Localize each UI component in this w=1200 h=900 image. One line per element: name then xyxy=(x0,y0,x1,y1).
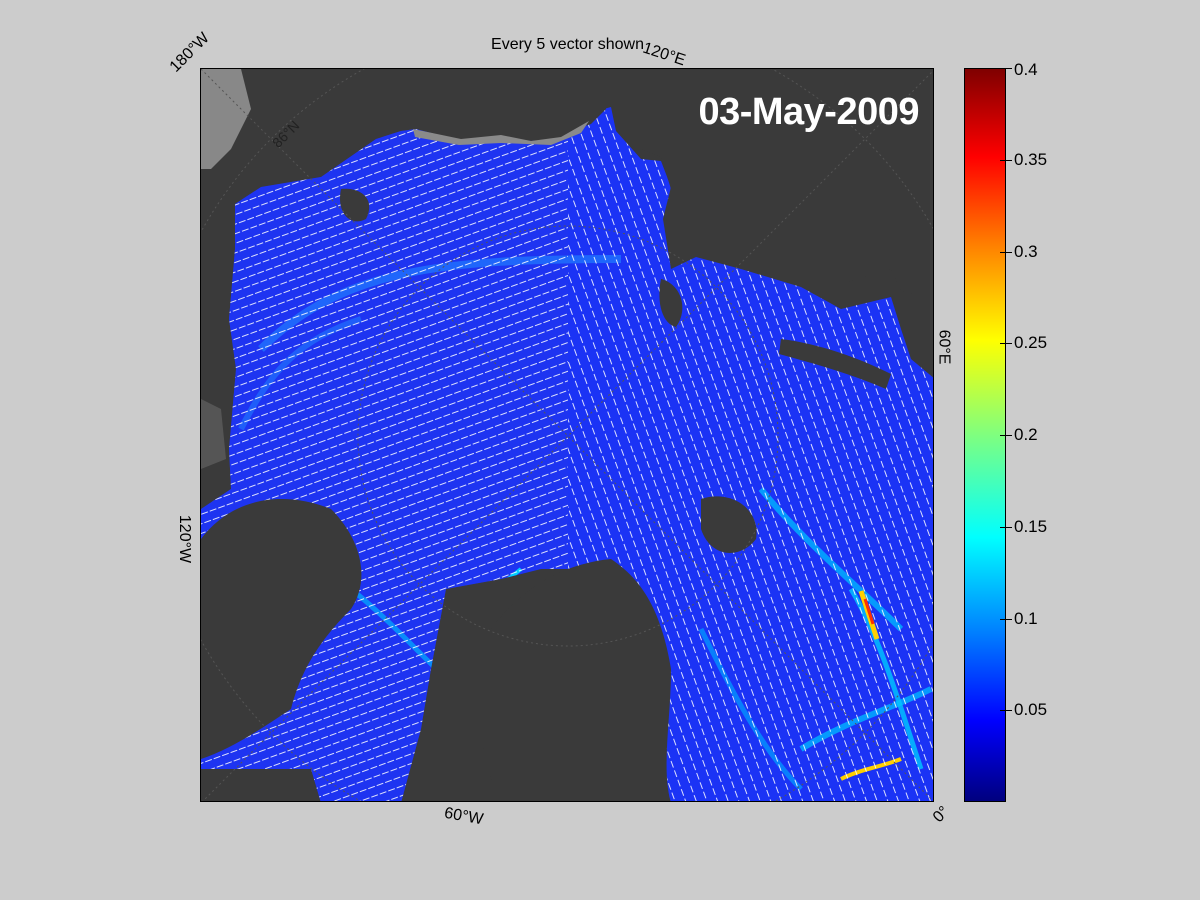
colorbar-tick-mark-inner xyxy=(1000,710,1006,712)
novaya-zemlya-landmass xyxy=(779,339,891,389)
colorbar-tick-label: 0.1 xyxy=(1014,608,1038,628)
colorbar-tick-mark-inner xyxy=(1000,343,1006,345)
land-margin-patch xyxy=(201,69,251,169)
colorbar-tick-label: 0.3 xyxy=(1014,241,1038,261)
colorbar-tick-mark xyxy=(1006,526,1012,528)
colorbar-tick-mark-inner xyxy=(1000,435,1006,436)
franz-josef-land-landmass xyxy=(659,279,683,327)
colorbar-tick-mark xyxy=(1006,618,1012,620)
land-margin-patch xyxy=(201,399,226,469)
siberian-coast-landmass xyxy=(411,69,611,139)
colorbar-tick-mark-inner xyxy=(1000,251,1006,253)
colorbar-tick-mark xyxy=(1006,251,1012,253)
colorbar-tick-mark-inner xyxy=(1000,159,1006,161)
colorbar-tick-label: 0.35 xyxy=(1014,149,1048,169)
coastal-strip xyxy=(413,121,589,145)
colorbar-tick-mark-inner xyxy=(1000,526,1006,528)
colorbar-tick-mark xyxy=(1006,710,1012,712)
svalbard-landmass xyxy=(701,496,757,553)
colorbar-tick-mark xyxy=(1006,68,1012,69)
colorbar-tick-label: 0.4 xyxy=(1014,60,1038,79)
lon-label-right: 60°E xyxy=(935,329,953,365)
colorbar-tick-mark xyxy=(1006,435,1012,436)
colorbar-tick-mark xyxy=(1006,343,1012,345)
colorbar xyxy=(964,68,1006,802)
figure-title: Every 5 vector shown xyxy=(491,36,644,53)
colorbar-tick-label: 0.15 xyxy=(1014,516,1048,536)
greenland-landmass xyxy=(480,559,671,801)
colorbar-tick-mark-inner xyxy=(1000,68,1006,69)
wrangel-island-landmass xyxy=(340,188,370,222)
colorbar-tick-label: 0.25 xyxy=(1014,333,1048,353)
colorbar-tick-mark-inner xyxy=(1000,618,1006,620)
sea-ice-map: 03-May-2009 xyxy=(200,68,934,802)
map-canvas xyxy=(201,69,933,801)
colorbar-tick-label: 0.05 xyxy=(1014,700,1048,720)
graticule xyxy=(201,69,933,801)
lon-label-bottom-right: 0° xyxy=(929,803,953,827)
lon-label-left: 120°W xyxy=(176,514,194,564)
ice-drift-field xyxy=(201,107,933,801)
colorbar-tick-mark xyxy=(1006,159,1012,161)
lon-label-bottom: 60°W xyxy=(442,804,485,829)
canadian-archipelago-landmass xyxy=(201,499,362,759)
colorbar-tick-label: 0.2 xyxy=(1014,425,1038,444)
date-stamp: 03-May-2009 xyxy=(698,91,919,133)
